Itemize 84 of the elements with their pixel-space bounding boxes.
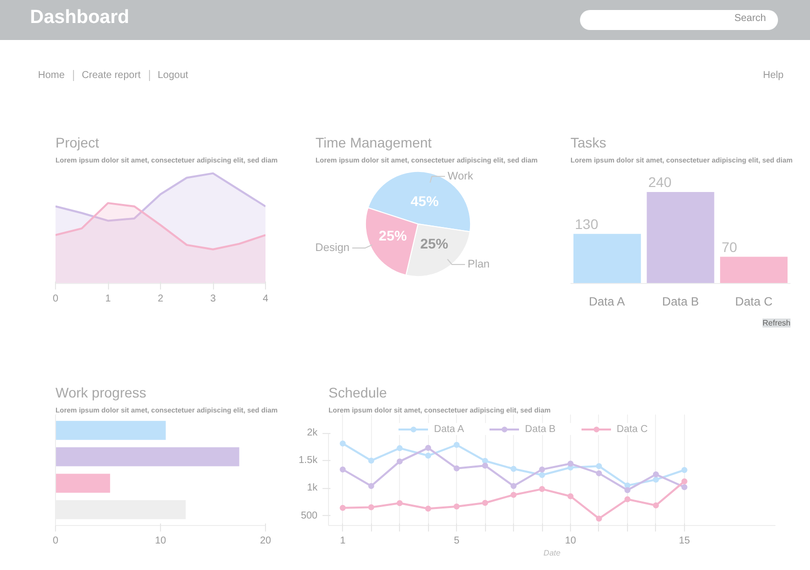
legend-label: Data A [434,423,464,435]
point [425,452,432,459]
point [624,496,630,502]
point [368,458,374,464]
point [510,492,517,498]
point [454,503,460,510]
x-tick-label: 20 [260,536,272,546]
x-tick-label: 10 [564,536,577,546]
x-tick-label: 1 [105,294,112,304]
text: Create report [72,70,149,81]
chart-title: Work progress [56,384,146,400]
y-tick-label: 1.5k [298,455,318,466]
chart-title: Time Management [316,134,432,150]
point [454,465,460,472]
point [482,462,488,469]
point [539,472,546,478]
point [425,444,432,451]
text: Logout [148,70,196,81]
data-label: 25% [420,235,449,252]
point [368,504,374,510]
text: Dashboard [30,7,130,29]
x-tick-label: 0 [52,536,59,546]
point [340,466,346,472]
x-tick-label: Data B [662,294,699,308]
chart-title: Schedule [328,384,388,400]
point [681,478,688,484]
x-tick-label: 1 [340,536,346,546]
point [368,483,374,490]
point [596,516,602,522]
x-tick-label: Data A [588,294,625,308]
chart-title: Tasks [570,134,606,150]
slice-label: Design [315,242,350,254]
x-tick-label: Data C [735,294,773,308]
point [596,470,602,476]
point [624,487,630,494]
point [681,484,688,490]
slice-label: Work [448,170,474,182]
bar [56,447,240,466]
data-label: 70 [722,238,738,255]
point [652,476,659,483]
point [596,463,602,470]
data-label: 25% [378,227,408,244]
legend-label: Data B [525,423,556,435]
point [568,460,574,467]
point [624,482,630,488]
point [510,466,517,472]
data-label: 240 [648,174,672,190]
point [340,504,346,511]
point [539,466,546,472]
y-tick-label: 2k [306,428,318,438]
text: Home [38,70,66,81]
point [652,502,659,508]
bar [56,420,166,440]
data-label: 45% [410,193,440,210]
point [510,483,517,490]
text: Help [763,70,784,81]
x-tick-label: 15 [678,536,690,546]
point [425,506,432,512]
y-tick-label: 1k [306,482,318,494]
point [652,471,659,478]
point [396,458,403,464]
point [396,500,403,506]
data-label: 130 [574,216,598,232]
legend-label: Data C [616,423,648,435]
x-axis-title: Date [544,548,561,558]
x-tick-label: 3 [210,294,216,304]
text: Search [734,13,766,24]
point [568,493,574,500]
x-tick-label: 5 [454,536,460,546]
x-tick-label: 0 [52,294,59,304]
point [340,440,346,446]
text: Refresh [762,318,791,328]
point [454,442,460,448]
point [482,500,488,506]
slice-label: Plan [468,258,490,270]
point [396,445,403,452]
point [539,486,546,492]
x-tick-label: 10 [154,536,166,546]
bar [56,474,110,493]
point [681,467,688,473]
chart-title: Project [56,134,100,150]
y-tick-label: 500 [300,510,318,522]
x-tick-label: 2 [158,294,164,304]
x-tick-label: 4 [262,294,269,304]
